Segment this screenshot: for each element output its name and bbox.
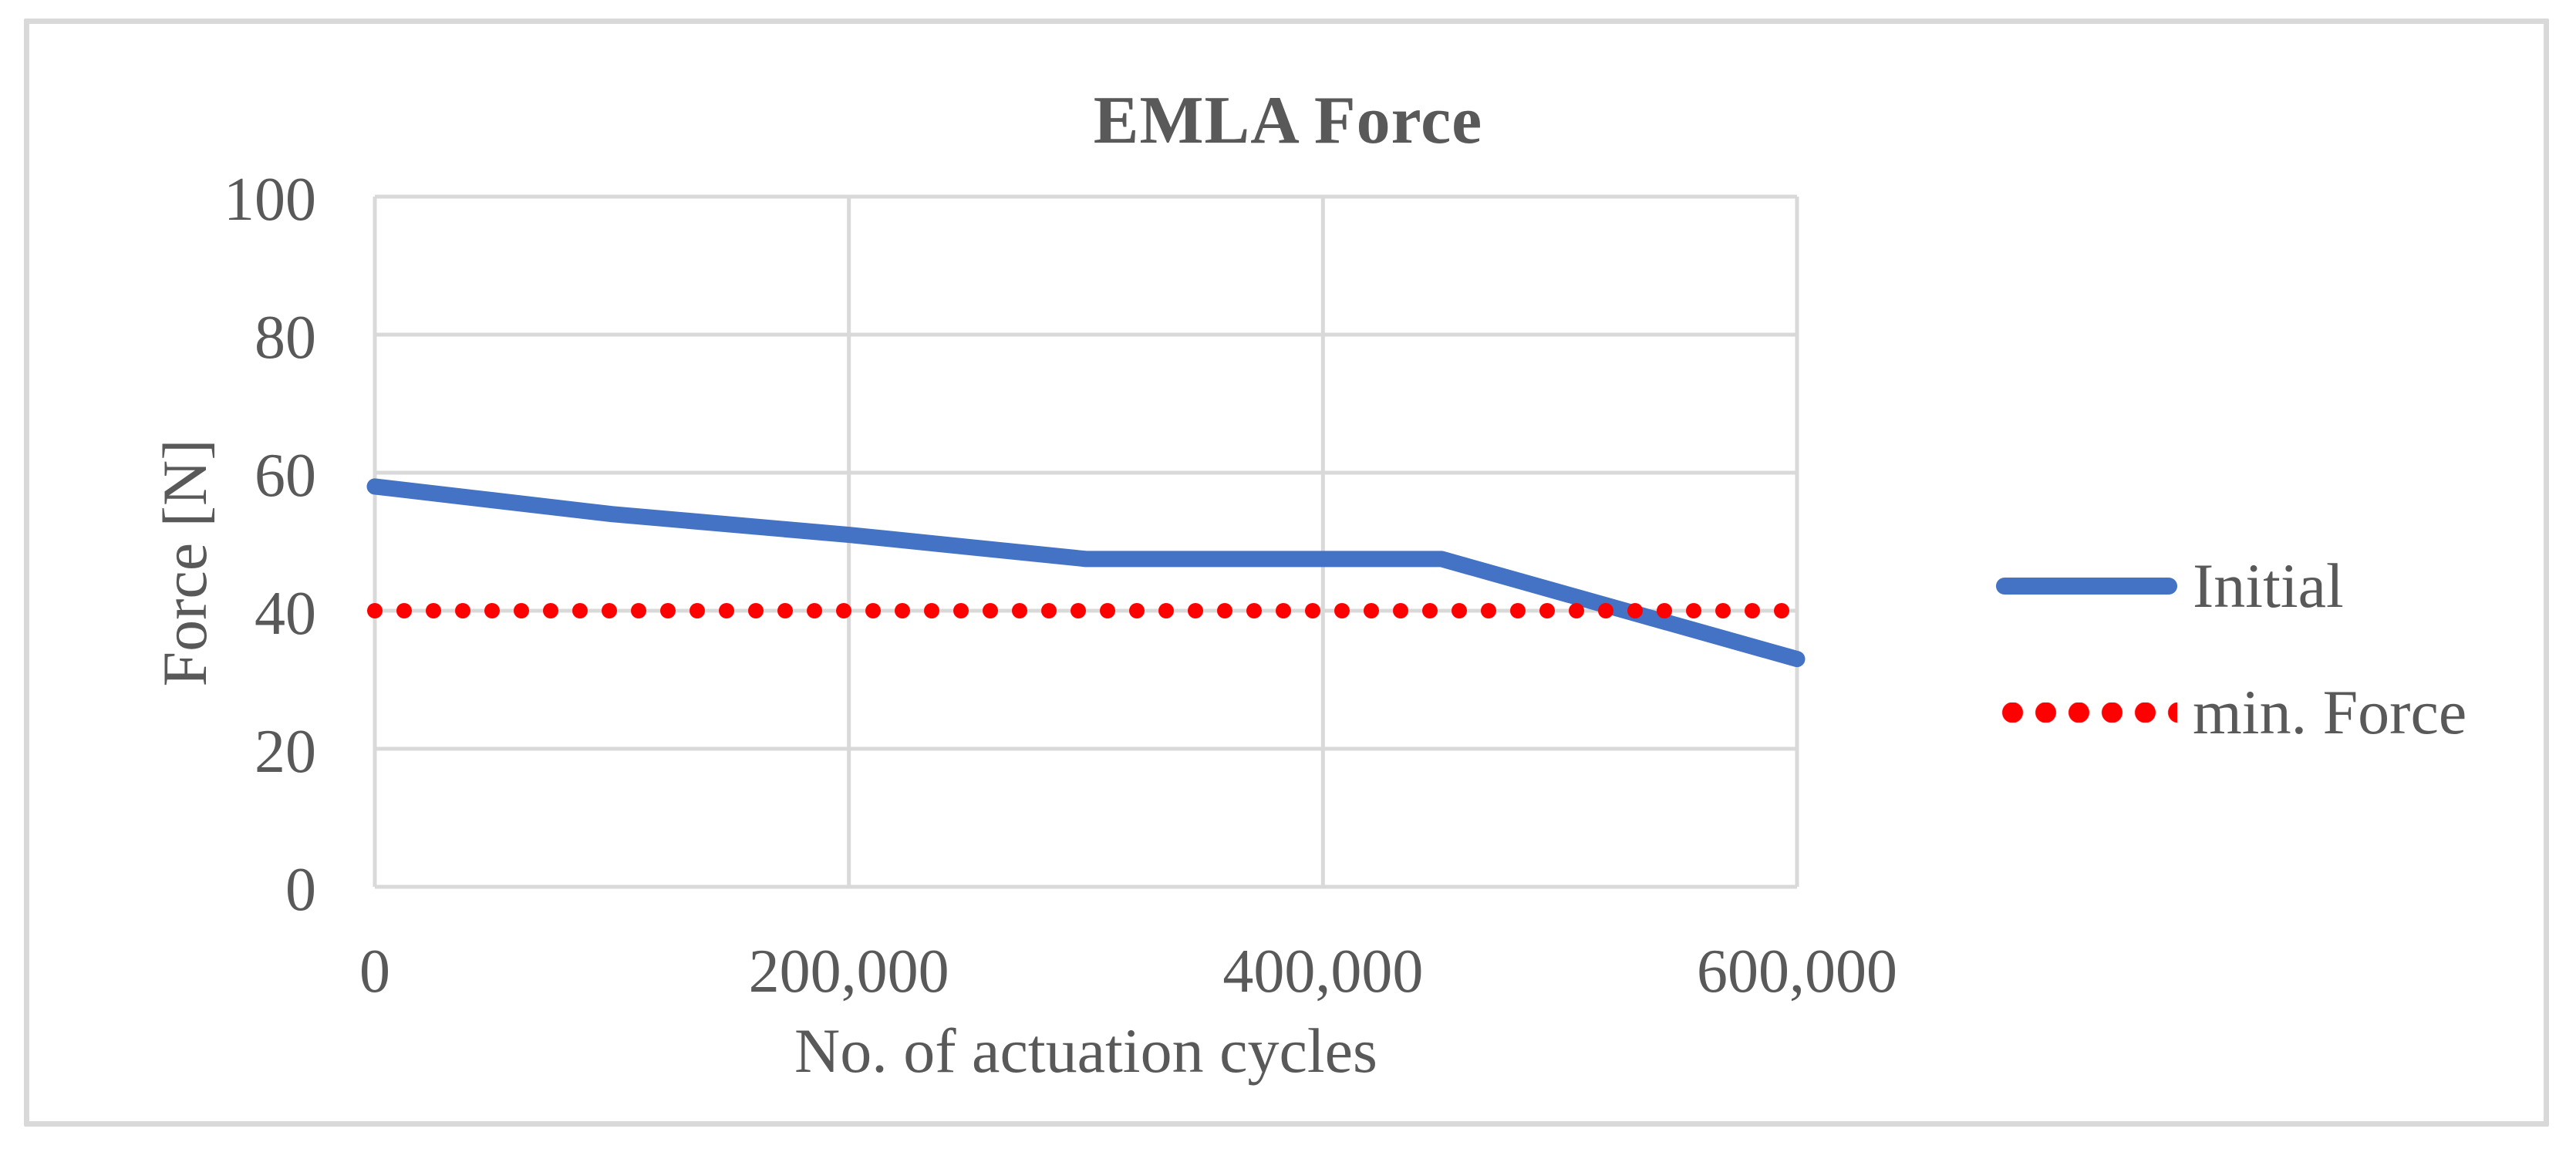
y-tick-label: 80 — [255, 304, 316, 372]
x-tick-label: 400,000 — [1222, 938, 1424, 1006]
legend-label: min. Force — [2193, 677, 2467, 747]
x-tick-label: 0 — [359, 938, 390, 1006]
legend: Initial min. Force — [1996, 523, 2466, 776]
series-line-0 — [366, 478, 1806, 668]
y-tick-label: 0 — [285, 856, 316, 924]
legend-dotted-line-swatch — [1996, 702, 2177, 723]
legend-item-1: min. Force — [1996, 649, 2466, 776]
y-tick-label: 60 — [255, 442, 316, 510]
legend-label: Initial — [2193, 551, 2344, 621]
x-axis-title: No. of actuation cycles — [794, 1016, 1377, 1086]
y-tick-label: 40 — [255, 580, 316, 648]
y-tick-label: 20 — [255, 718, 316, 786]
chart-title: EMLA Force — [1093, 83, 1483, 158]
y-tick-label: 100 — [224, 166, 316, 234]
legend-solid-line-swatch — [1996, 578, 2177, 595]
chart-frame — [24, 19, 2549, 1127]
legend-item-0: Initial — [1996, 523, 2466, 649]
x-tick-label: 600,000 — [1697, 938, 1897, 1006]
x-tick-label: 200,000 — [748, 938, 949, 1006]
